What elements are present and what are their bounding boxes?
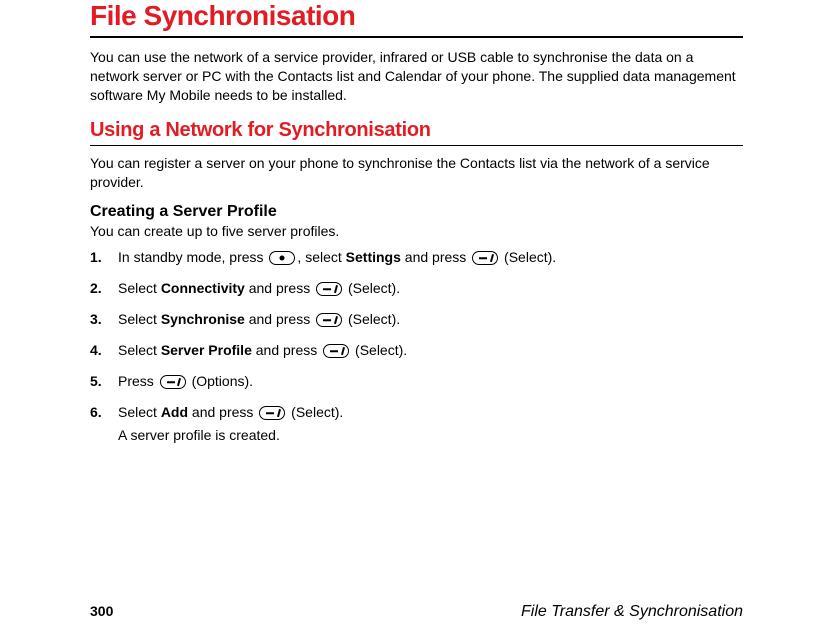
intro-paragraph: You can use the network of a service pro… (90, 48, 743, 105)
softkey-icon (323, 344, 349, 358)
softkey-icon (316, 313, 342, 327)
softkey-icon (316, 282, 342, 296)
center-key-icon (269, 251, 295, 265)
section-heading: Using a Network for Synchronisation (90, 119, 743, 146)
footer-section-name: File Transfer & Synchronisation (521, 603, 743, 621)
step-2: Select Connectivity and press (Select). (90, 278, 743, 299)
section-paragraph: You can register a server on your phone … (90, 154, 743, 192)
step-note: A server profile is created. (118, 425, 743, 446)
page-number: 300 (90, 603, 113, 619)
page-footer: 300 File Transfer & Synchronisation (90, 603, 743, 621)
subsection-paragraph: You can create up to five server profile… (90, 223, 743, 239)
subsection-heading: Creating a Server Profile (90, 203, 743, 221)
step-1: In standby mode, press , select Settings… (90, 247, 743, 268)
step-6: Select Add and press (Select). A server … (90, 402, 743, 446)
softkey-icon (259, 406, 285, 420)
softkey-icon (160, 375, 186, 389)
softkey-icon (472, 251, 498, 265)
step-4: Select Server Profile and press (Select)… (90, 340, 743, 361)
step-3: Select Synchronise and press (Select). (90, 309, 743, 330)
page-title: File Synchronisation (90, 0, 743, 38)
steps-list: In standby mode, press , select Settings… (90, 247, 743, 446)
step-5: Press (Options). (90, 371, 743, 392)
